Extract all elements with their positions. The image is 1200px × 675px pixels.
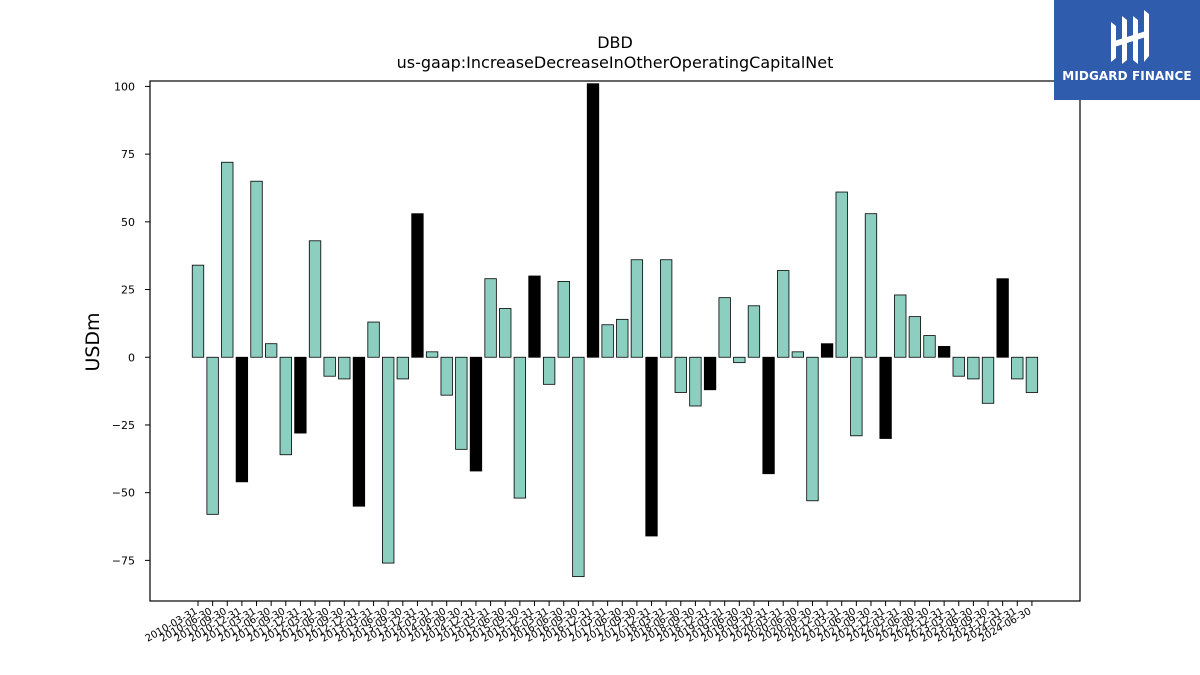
chart-subtitle: us-gaap:IncreaseDecreaseInOtherOperating… bbox=[397, 53, 834, 72]
bar-2021-12-31 bbox=[879, 356, 892, 439]
chart-title: DBD bbox=[597, 33, 633, 52]
bar-2022-09-30 bbox=[923, 335, 936, 358]
bar-2021-03-31 bbox=[835, 191, 848, 358]
bar-2018-03-31 bbox=[660, 259, 673, 358]
bar-2011-03-31 bbox=[250, 180, 263, 358]
bar-2018-09-30 bbox=[689, 356, 702, 407]
bar-2024-06-30 bbox=[1025, 356, 1039, 393]
bar-2014-03-31 bbox=[425, 351, 439, 358]
y-tick-label: −50 bbox=[112, 487, 135, 500]
bar-2015-09-30 bbox=[513, 356, 527, 499]
bar-2020-06-30 bbox=[791, 351, 804, 358]
bar-2020-09-30 bbox=[806, 356, 819, 502]
bar-2017-03-31 bbox=[601, 324, 614, 358]
bar-2023-06-30 bbox=[967, 356, 980, 380]
bar-2020-12-31 bbox=[820, 343, 834, 358]
bar-2012-12-31 bbox=[352, 356, 366, 507]
bar-2013-09-30 bbox=[396, 356, 409, 380]
bar-2010-09-30 bbox=[221, 161, 234, 358]
midgard-logo-icon bbox=[1111, 10, 1149, 64]
bar-2011-06-30 bbox=[264, 343, 278, 358]
bar-2010-06-30 bbox=[206, 356, 219, 515]
bar-2016-09-30 bbox=[572, 356, 585, 578]
y-tick-label: 25 bbox=[121, 284, 135, 297]
bar-2018-06-30 bbox=[674, 356, 687, 393]
y-tick-label: 100 bbox=[114, 80, 135, 93]
bar-2023-12-31 bbox=[996, 278, 1009, 358]
x-axis: 2010-03-312010-06-302010-09-302010-12-31… bbox=[144, 601, 1033, 645]
bar-2019-09-30 bbox=[747, 305, 761, 358]
bar-2022-12-31 bbox=[937, 346, 951, 358]
bar-2012-03-31 bbox=[308, 240, 322, 358]
bar-2013-12-31 bbox=[411, 213, 424, 358]
bar-2015-12-31 bbox=[528, 275, 541, 358]
bar-2010-12-31 bbox=[235, 356, 249, 483]
bar-2023-03-31 bbox=[952, 356, 965, 377]
y-axis-label: USDm bbox=[82, 312, 104, 371]
bar-2022-06-30 bbox=[908, 316, 922, 358]
y-axis: −75 −50 −25 0 25 50 75 100 bbox=[112, 80, 150, 567]
bar-2015-03-31 bbox=[484, 278, 497, 358]
bar-2014-12-31 bbox=[469, 356, 483, 472]
bar-2021-06-30 bbox=[850, 356, 863, 437]
bar-2011-09-30 bbox=[279, 356, 292, 456]
bar-2021-09-30 bbox=[864, 213, 878, 358]
y-tick-label: 0 bbox=[128, 351, 135, 364]
bar-2019-03-31 bbox=[718, 297, 731, 358]
bar-2013-06-30 bbox=[382, 356, 395, 564]
bar-2013-03-31 bbox=[367, 321, 380, 358]
bar-2020-03-31 bbox=[777, 270, 790, 358]
brand-logo: MIDGARD FINANCE bbox=[1054, 0, 1200, 100]
bar-2023-09-30 bbox=[981, 356, 995, 404]
bar-2016-12-31 bbox=[586, 83, 600, 358]
bar-2017-06-30 bbox=[616, 318, 629, 358]
bar-2016-06-30 bbox=[557, 281, 570, 358]
plot-frame bbox=[149, 80, 1081, 602]
bar-2018-12-31 bbox=[703, 356, 717, 391]
bar-2014-06-30 bbox=[440, 356, 453, 396]
bar-2014-09-30 bbox=[455, 356, 468, 450]
y-tick-label: −25 bbox=[112, 419, 135, 432]
bar-2012-09-30 bbox=[338, 356, 351, 380]
bar-2011-12-31 bbox=[294, 356, 307, 434]
y-tick-label: −75 bbox=[112, 554, 135, 567]
bar-2022-03-31 bbox=[894, 294, 907, 358]
bar-2017-09-30 bbox=[630, 259, 644, 358]
bar-2019-12-31 bbox=[762, 356, 775, 475]
bar-2017-12-31 bbox=[645, 356, 658, 537]
y-tick-label: 50 bbox=[121, 216, 135, 229]
y-tick-label: 75 bbox=[121, 148, 135, 161]
brand-name: MIDGARD FINANCE bbox=[1062, 69, 1192, 83]
bar-2024-03-31 bbox=[1011, 356, 1024, 380]
bar-2012-06-30 bbox=[323, 356, 336, 377]
bar-2016-03-31 bbox=[542, 356, 556, 385]
bar-2019-06-30 bbox=[733, 356, 746, 364]
bars-group bbox=[191, 83, 1039, 578]
bar-2010-03-31 bbox=[191, 264, 205, 358]
bar-2015-06-30 bbox=[499, 308, 512, 358]
